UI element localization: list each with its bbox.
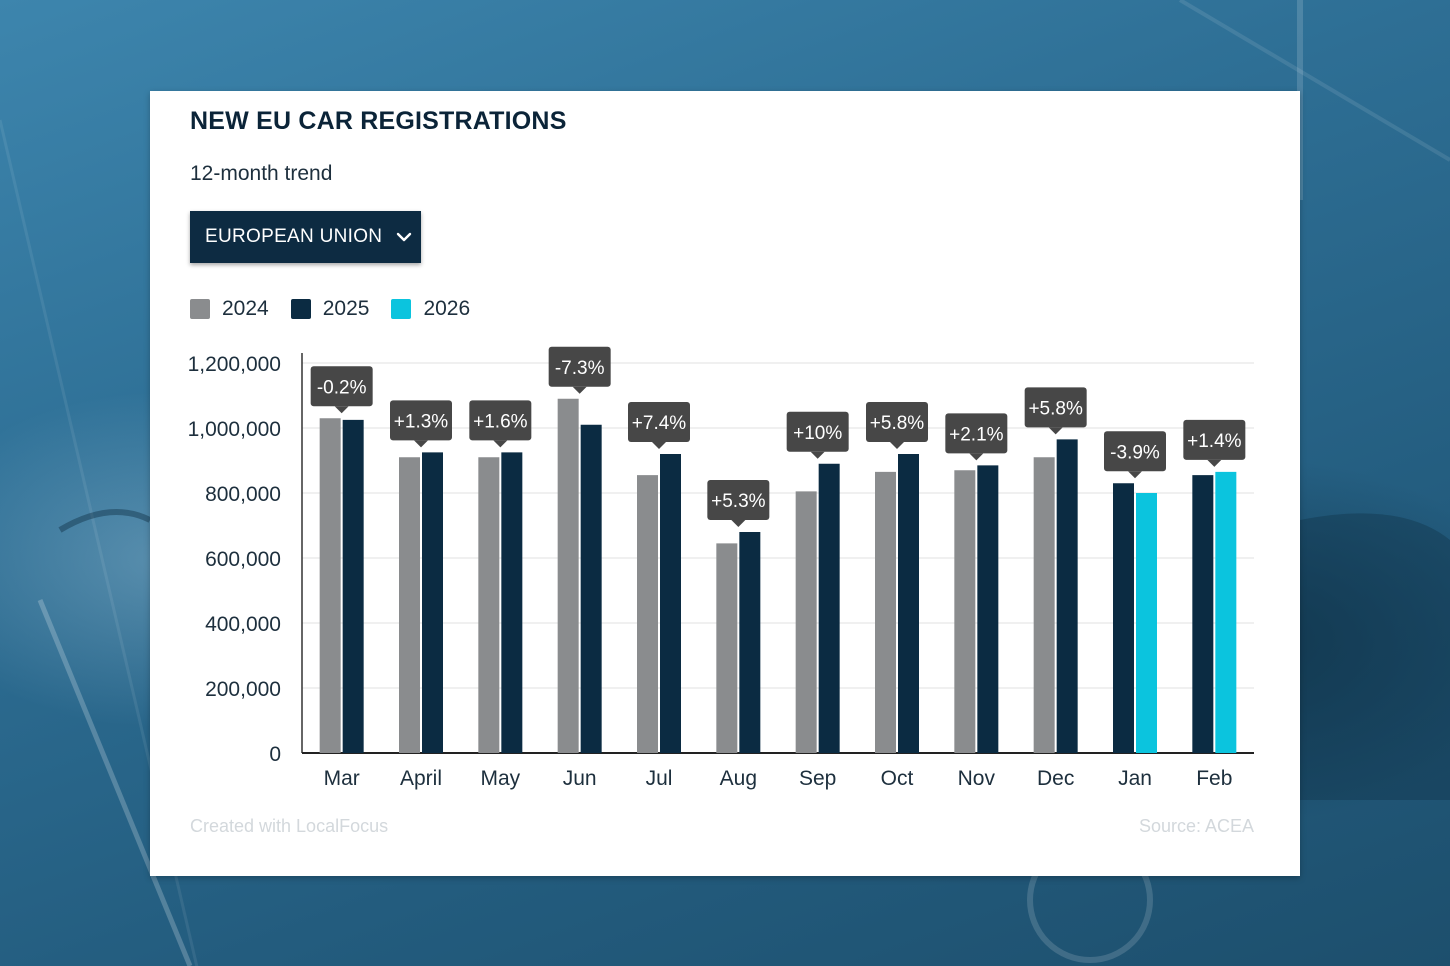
x-tick-label: Oct [881,767,914,790]
x-tick-label: April [400,767,442,790]
change-tooltip-pointer [890,442,904,449]
change-tooltip [945,413,1008,454]
change-label: +7.4% [632,413,687,434]
x-tick-label: Feb [1196,767,1232,790]
y-tick-label: 400,000 [205,613,281,636]
y-tick-label: 0 [269,743,281,766]
x-tick-label: Sep [799,767,836,790]
change-label: -3.9% [1110,442,1160,463]
x-tick-label: Nov [958,767,996,790]
change-label: +5.3% [711,491,766,512]
bar-2024-dec [1033,457,1055,753]
bar-2025-mar [342,419,364,753]
bar-2024-mar [319,418,341,753]
change-tooltip-pointer [493,440,508,448]
change-label: +5.8% [1028,398,1083,419]
bar-2025-jul [660,454,681,753]
bar-2024-jun [557,398,579,753]
change-tooltip [628,402,690,442]
y-tick-label: 200,000 [205,678,281,701]
bar-2026-feb [1215,471,1237,753]
bar-2024-sep [795,491,817,753]
y-tick-label: 600,000 [205,548,281,571]
bar-2025-nov [977,465,999,753]
change-label: +5.8% [870,413,925,434]
change-label: +1.4% [1187,431,1242,452]
bar-2026-jan [1136,493,1157,753]
region-dropdown-label: EUROPEAN UNION [205,226,383,247]
legend-item-2025[interactable]: 2025 [290,297,370,321]
change-tooltip [1024,387,1087,428]
bar-2025-oct [898,454,919,753]
change-label: +10% [793,423,842,444]
x-tick-label: Mar [324,767,360,790]
change-label: -0.2% [317,377,367,398]
change-tooltip [707,480,770,520]
bar-2024-oct [875,471,896,753]
chart-legend: 2024 2025 2026 [190,297,492,321]
legend-swatch-2024 [190,299,210,319]
change-tooltip-pointer [334,406,349,414]
x-tick-label: Aug [720,767,757,790]
change-tooltip [1104,431,1166,472]
x-tick-label: Jun [563,767,597,790]
bar-2024-nov [954,470,976,753]
change-tooltip-pointer [969,453,984,461]
change-tooltip [866,402,928,442]
legend-label-2024: 2024 [222,297,269,320]
x-tick-label: Dec [1037,767,1074,790]
change-label: +1.6% [473,411,528,432]
bar-2025-aug [739,532,761,753]
change-tooltip-pointer [1048,427,1063,435]
y-tick-label: 800,000 [205,483,281,506]
chart-card: NEW EU CAR REGISTRATIONS 12-month trend … [150,91,1300,876]
change-label: +2.1% [949,424,1004,445]
bar-2024-aug [716,543,738,753]
bar-2025-sep [818,463,840,753]
bar-2025-april [422,452,443,753]
change-tooltip [786,411,849,452]
chart-title: NEW EU CAR REGISTRATIONS [190,107,567,135]
change-tooltip-pointer [1207,459,1222,467]
bar-2025-jun [580,424,602,753]
region-dropdown[interactable]: EUROPEAN UNION [190,211,421,263]
bar-2024-april [399,457,420,753]
bar-2025-feb [1192,475,1214,753]
x-tick-label: Jul [646,767,673,790]
change-tooltip-pointer [1128,471,1142,479]
legend-item-2024[interactable]: 2024 [190,297,269,321]
bar-2025-dec [1056,439,1078,753]
chart-subtitle: 12-month trend [190,162,333,185]
bar-2025-jan [1113,483,1134,753]
change-tooltip [548,346,611,387]
footer-credit[interactable]: Created with LocalFocus [190,816,389,836]
change-tooltip-pointer [731,520,746,527]
legend-label-2026: 2026 [423,297,471,320]
change-label: +1.3% [394,411,449,432]
chevron-down-icon [397,232,412,242]
change-tooltip-pointer [572,386,587,394]
bar-chart: 1,200,000 1,000,000 800,000 600,000 400,000 2… [188,346,1254,790]
change-tooltip [469,400,532,441]
change-tooltip [310,366,373,407]
change-label: -7.3% [555,358,605,379]
x-tick-label: Jan [1118,767,1152,790]
legend-label-2025: 2025 [322,297,370,320]
change-tooltip [1183,419,1246,460]
change-tooltip-pointer [652,442,666,449]
y-tick-label: 1,200,000 [188,353,281,376]
y-tick-label: 1,000,000 [188,418,281,441]
legend-swatch-2025 [290,299,311,319]
footer-source: Source: ACEA [1138,816,1254,836]
legend-swatch-2026 [391,299,412,319]
change-tooltip-pointer [810,451,825,459]
legend-item-2026[interactable]: 2026 [391,297,470,321]
bar-2024-jul [637,475,658,753]
bar-2025-may [501,452,523,753]
bar-2024-may [478,457,500,753]
x-tick-label: May [480,767,520,790]
change-tooltip-pointer [414,440,428,448]
change-tooltip [390,400,452,441]
